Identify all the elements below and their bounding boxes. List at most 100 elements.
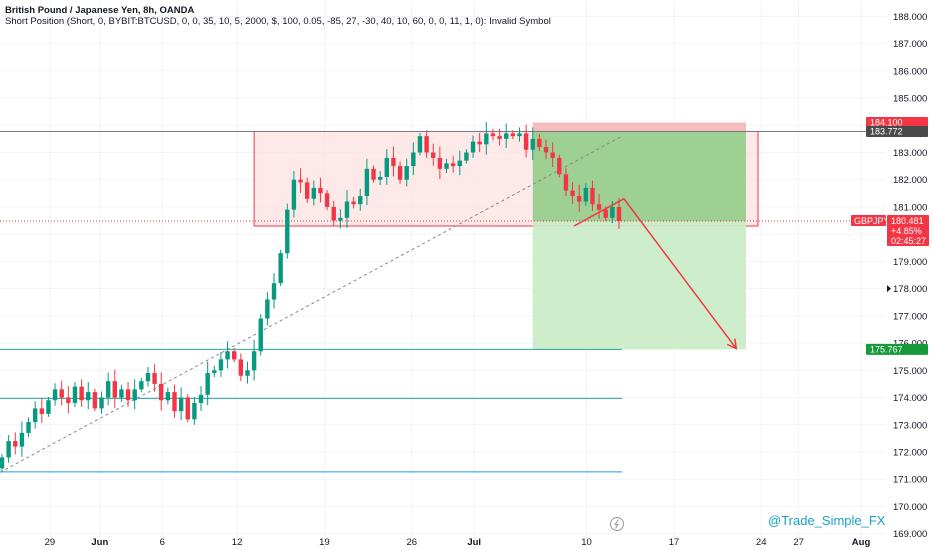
candle-body [192, 402, 197, 420]
candle-body [46, 400, 51, 414]
price-axis-marker [887, 285, 891, 293]
candle-body [371, 168, 376, 180]
candle-body [225, 351, 230, 360]
candle-body [490, 133, 496, 137]
author-watermark: @Trade_Simple_FX [768, 513, 886, 528]
candle-body [6, 441, 11, 458]
indicator-legend[interactable]: Short Position (Short, 0, BYBIT:BTCUSD, … [5, 16, 551, 27]
candle-body [291, 179, 297, 210]
chart-grid [0, 0, 886, 550]
candle-body [271, 283, 277, 300]
candle-body [590, 187, 595, 205]
scroll-to-realtime-icon[interactable] [610, 517, 624, 531]
candle-body [523, 133, 529, 150]
target-tag: 175.767 [866, 343, 928, 355]
candle-body [132, 389, 137, 401]
candle-body [165, 392, 171, 401]
last-price-tag-box [887, 215, 929, 247]
candle-body [504, 133, 509, 139]
price-axis-label: 179.000 [893, 257, 927, 268]
candle-body [576, 196, 582, 202]
candle-body [358, 196, 363, 205]
time-axis-label: 19 [319, 537, 330, 548]
candle-body [39, 408, 45, 414]
time-axis[interactable]: 29 Jun 6 12 19 26 Jul 10 17 24 27 Aug [45, 537, 871, 548]
candle-body [616, 206, 622, 222]
time-axis-label: 29 [45, 537, 56, 548]
stop-tag-label: 184.100 [870, 118, 903, 128]
candle-body [278, 253, 283, 284]
time-axis-label: 27 [793, 537, 804, 548]
candle-body [172, 392, 177, 412]
symbol-tag-label: GBPJPY [854, 216, 890, 226]
candle-body [583, 187, 589, 202]
candle-body [557, 157, 562, 175]
price-axis-label: 186.000 [893, 66, 927, 77]
candle-body [351, 201, 356, 205]
price-axis-label: 172.000 [893, 447, 927, 458]
candle-body [198, 394, 204, 403]
candle-body [397, 166, 403, 180]
candle-body [324, 193, 330, 207]
symbol-tag-box [851, 215, 886, 227]
candle-body [19, 432, 25, 447]
candle-body [311, 187, 317, 199]
price-axis-label: 183.000 [893, 148, 927, 159]
candle-body [304, 182, 310, 199]
candle-body [205, 373, 210, 395]
target-tag-label: 175.767 [870, 344, 903, 354]
candle-body [431, 152, 436, 158]
stop-tag-box [866, 117, 928, 129]
candle-body [99, 397, 104, 409]
candle-body [331, 206, 336, 221]
candle-body [218, 359, 224, 371]
candle-body [265, 299, 270, 319]
entry-tag-box [866, 125, 928, 137]
candle-body [159, 383, 164, 401]
candle-body [92, 392, 98, 409]
time-axis-label: 17 [669, 537, 680, 548]
candle-body [570, 190, 575, 197]
last-price-change: +4.85% [891, 226, 922, 236]
price-axis-label: 187.000 [893, 39, 927, 50]
projection-arrowhead [726, 338, 738, 350]
candle-body [530, 138, 535, 150]
candle-body [152, 373, 157, 384]
candle-body [251, 351, 257, 371]
last-price-tag: 180.481 +4.85% 02:45:27 [887, 215, 929, 247]
candle-body [13, 441, 18, 447]
time-axis-label: Jun [91, 537, 108, 548]
entry-tag-label: 183.772 [870, 126, 903, 136]
candle-body [437, 157, 443, 169]
candle-body [298, 179, 303, 183]
candle-body [145, 373, 151, 382]
entry-tag: 183.772 [866, 125, 928, 137]
chart-title: British Pound / Japanese Yen, 8h, OANDA [5, 5, 195, 16]
price-axis-label: 188.000 [893, 12, 927, 23]
price-tags: 184.100 183.772 GBPJPY 180.481 +4.85% 02… [851, 117, 929, 355]
candle-body [444, 163, 449, 169]
candle-body [457, 160, 462, 167]
candle-body [318, 187, 323, 194]
projection-arrow [573, 197, 738, 350]
price-axis-label: 177.000 [893, 311, 927, 322]
trend-line [0, 135, 623, 473]
projection-path [573, 197, 737, 349]
candle-body [59, 389, 64, 398]
target-tag-box [866, 343, 928, 355]
candle-body [79, 386, 84, 401]
candle-body [344, 201, 350, 218]
candle-body [596, 204, 602, 210]
price-axis[interactable]: 169.000 170.000 171.000 172.000 173.000 174.0… [887, 12, 927, 540]
candle-body [139, 381, 144, 390]
price-axis-label: 171.000 [893, 475, 927, 486]
candle-body [391, 157, 396, 167]
candle-body [212, 370, 217, 374]
bar-countdown: 02:45:27 [891, 236, 926, 246]
candle-body [86, 392, 91, 401]
candle-body [543, 147, 549, 153]
unrealized-profit-zone [532, 131, 746, 222]
price-axis-label: 181.000 [893, 202, 927, 213]
time-axis-label: Aug [852, 537, 871, 548]
